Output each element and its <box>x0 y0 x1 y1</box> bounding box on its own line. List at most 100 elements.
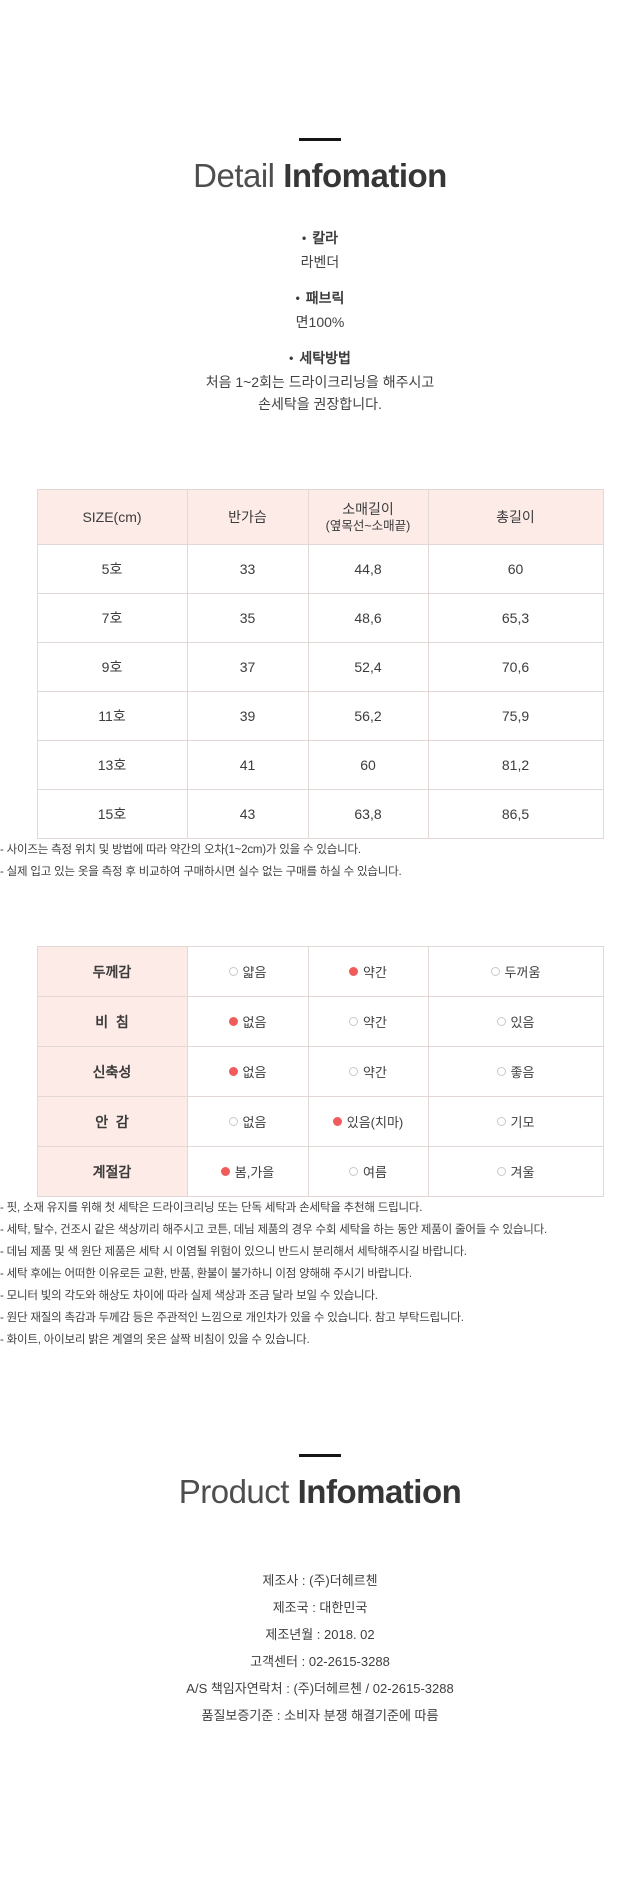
bullet-dot-icon: • <box>289 351 294 365</box>
care-note-item: - 핏, 소재 유지를 위해 첫 세탁은 드라이크리닝 또는 단독 세탁과 손세… <box>0 1202 423 1214</box>
attr-label: 비 침 <box>36 996 188 1047</box>
product-info-section: Product Infomation 제조사 : (주)더헤르첸 제조국 : 대… <box>0 1454 640 1729</box>
size-table: SIZE(cm) 반가슴 소매길이 (옆목선~소매끝) 총길이 5호 33 44… <box>36 489 604 839</box>
attr-option-text: 좋음 <box>510 1065 535 1080</box>
spec-washing-value-line2: 손세탁을 권장합니다. <box>258 396 382 412</box>
attr-option: 봄,가을 <box>186 1146 309 1197</box>
fabric-attribute-table: 두께감 얇음 약간 두꺼움 비 침 없음 약간 있음 신축성 없음 약간 좋음 … <box>36 946 604 1197</box>
attr-label: 두께감 <box>36 946 188 997</box>
attr-row-season: 계절감 봄,가을 여름 겨울 <box>36 1146 604 1197</box>
attr-option-text: 봄,가을 <box>234 1165 275 1180</box>
radio-dot-icon <box>349 967 359 976</box>
detail-title-bold: Infomation <box>283 157 447 194</box>
attr-option-text: 있음(치마) <box>346 1115 404 1130</box>
half-chest-cell: 41 <box>186 740 309 790</box>
care-note-item: - 원단 재질의 촉감과 두께감 등은 주관적인 느낌으로 개인차가 있을 수 … <box>0 1312 464 1324</box>
care-note-item: - 데님 제품 및 색 원단 제품은 세탁 시 이염될 위험이 있으니 반드시 … <box>0 1246 467 1258</box>
attr-option-text: 없음 <box>242 1115 267 1130</box>
size-table-header-row: SIZE(cm) 반가슴 소매길이 (옆목선~소매끝) 총길이 <box>36 489 604 545</box>
radio-dot-icon <box>228 1017 238 1026</box>
spec-color-label: • 칼라 <box>0 226 640 251</box>
spec-color: • 칼라 라벤더 <box>0 226 640 273</box>
radio-dot-icon <box>228 1067 238 1076</box>
attr-option: 약간 <box>307 996 429 1047</box>
radio-dot-icon <box>349 1017 359 1026</box>
attr-option: 없음 <box>186 996 309 1047</box>
spec-fabric-value: 면100% <box>295 314 345 330</box>
spec-bullets: • 칼라 라벤더 • 패브릭 면100% • 세탁방법 처음 1~2회는 드라이크리닝… <box>0 226 640 415</box>
attr-option-text: 없음 <box>242 1015 267 1030</box>
attr-row-thickness: 두께감 얇음 약간 두꺼움 <box>36 946 604 997</box>
radio-dot-icon <box>349 1167 359 1176</box>
spec-washing-value-line1: 처음 1~2회는 드라이크리닝을 해주시고 <box>205 374 435 390</box>
product-section-overline <box>299 1454 341 1457</box>
size-cell: 15호 <box>36 789 188 839</box>
sleeve-length-title: 소매길이 <box>342 501 394 517</box>
attr-row-elasticity: 신축성 없음 약간 좋음 <box>36 1046 604 1097</box>
half-chest-cell: 43 <box>186 789 309 839</box>
care-note-item: - 화이트, 아이보리 밝은 계열의 옷은 살짝 비침이 있을 수 있습니다. <box>0 1334 310 1346</box>
sleeve-length-cell: 56,2 <box>307 691 429 741</box>
manufacture-date-line: 제조년월 : 2018. 02 <box>265 1627 375 1642</box>
attr-option: 겨울 <box>427 1146 604 1197</box>
attr-row-sheerness: 비 침 없음 약간 있음 <box>36 996 604 1047</box>
spec-fabric-label: • 패브릭 <box>0 286 640 311</box>
radio-dot-icon <box>349 1067 359 1076</box>
care-note-item: - 세탁, 탈수, 건조시 같은 색상끼리 해주시고 코튼, 데님 제품의 경우… <box>0 1224 547 1236</box>
half-chest-col-header: 반가슴 <box>186 489 309 545</box>
total-length-col-header: 총길이 <box>427 489 604 545</box>
attr-option: 약간 <box>307 946 429 997</box>
size-table-row: 11호 39 56,2 75,9 <box>36 691 604 741</box>
attr-row-lining: 안 감 없음 있음(치마) 기모 <box>36 1096 604 1147</box>
attr-option: 있음 <box>427 996 604 1047</box>
size-note-item: - 실제 입고 있는 옷을 측정 후 비교하여 구매하시면 실수 없는 구매를 … <box>0 866 402 878</box>
attr-option-text: 있음 <box>510 1015 535 1030</box>
attr-option-text: 여름 <box>363 1165 387 1180</box>
sleeve-length-cell: 52,4 <box>307 642 429 692</box>
size-cell: 9호 <box>36 642 188 692</box>
size-cell: 13호 <box>36 740 188 790</box>
total-length-cell: 81,2 <box>427 740 604 790</box>
radio-dot-icon <box>332 1117 342 1126</box>
product-title-light: Product <box>178 1473 290 1510</box>
attr-label: 계절감 <box>36 1146 188 1197</box>
spec-fabric: • 패브릭 면100% <box>0 286 640 333</box>
radio-dot-icon <box>496 1167 506 1176</box>
bullet-dot-icon: • <box>295 291 300 305</box>
radio-dot-icon <box>490 967 500 976</box>
half-chest-cell: 35 <box>186 593 309 643</box>
size-table-row: 5호 33 44,8 60 <box>36 544 604 594</box>
attr-option-text: 얇음 <box>242 965 267 980</box>
half-chest-cell: 33 <box>186 544 309 594</box>
sleeve-length-cell: 44,8 <box>307 544 429 594</box>
radio-dot-icon <box>228 967 238 976</box>
attr-option-text: 겨울 <box>510 1165 535 1180</box>
country-line: 제조국 : 대한민국 <box>272 1600 368 1615</box>
total-length-cell: 75,9 <box>427 691 604 741</box>
total-length-cell: 65,3 <box>427 593 604 643</box>
detail-section-title: Detail Infomation <box>0 156 640 196</box>
sleeve-length-cell: 60 <box>307 740 429 790</box>
sleeve-length-cell: 48,6 <box>307 593 429 643</box>
size-table-row: 7호 35 48,6 65,3 <box>36 593 604 643</box>
sleeve-length-cell: 63,8 <box>307 789 429 839</box>
attr-option: 기모 <box>427 1096 604 1147</box>
total-length-cell: 86,5 <box>427 789 604 839</box>
product-title-bold: Infomation <box>297 1473 462 1510</box>
attr-option: 얇음 <box>186 946 309 997</box>
attr-option: 두꺼움 <box>427 946 604 997</box>
attr-option: 없음 <box>186 1046 309 1097</box>
attr-option-text: 약간 <box>363 1015 387 1030</box>
attr-label: 신축성 <box>36 1046 188 1097</box>
attr-option-text: 없음 <box>242 1065 267 1080</box>
spec-washing-label-text: 세탁방법 <box>299 350 351 366</box>
product-info-list: 제조사 : (주)더헤르첸 제조국 : 대한민국 제조년월 : 2018. 02… <box>0 1567 640 1729</box>
size-table-row: 9호 37 52,4 70,6 <box>36 642 604 692</box>
size-cell: 11호 <box>36 691 188 741</box>
manufacturer-line: 제조사 : (주)더헤르첸 <box>262 1573 378 1588</box>
size-notes: - 사이즈는 측정 위치 및 방법에 따라 약간의 오차(1~2cm)가 있을 … <box>0 839 588 883</box>
radio-dot-icon <box>496 1067 506 1076</box>
half-chest-cell: 37 <box>186 642 309 692</box>
warranty-line: 품질보증기준 : 소비자 분쟁 해결기준에 따름 <box>201 1708 439 1723</box>
spec-fabric-label-text: 패브릭 <box>305 290 345 306</box>
